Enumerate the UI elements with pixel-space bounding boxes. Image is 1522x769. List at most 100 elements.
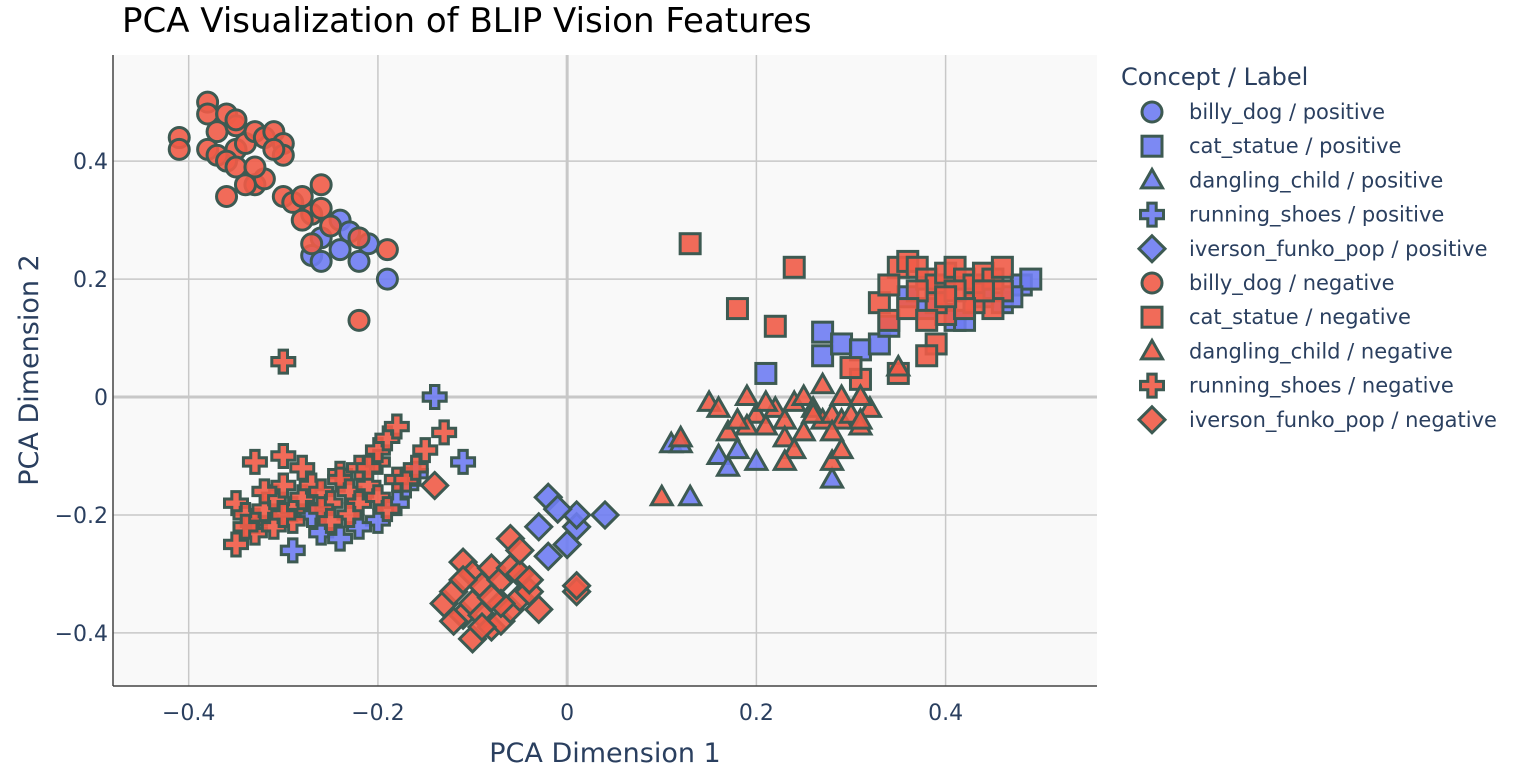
data-point bbox=[754, 361, 778, 385]
y-tick-label: 0.2 bbox=[73, 268, 108, 293]
data-point bbox=[270, 348, 297, 375]
data-point bbox=[450, 448, 477, 475]
x-tick-label: 0.4 bbox=[928, 701, 963, 726]
data-point bbox=[232, 513, 259, 540]
data-point bbox=[290, 185, 314, 209]
legend-entry-label: iverson_funko_pop / negative bbox=[1189, 408, 1497, 433]
data-point bbox=[233, 173, 257, 197]
data-point bbox=[847, 382, 874, 407]
x-tick-label: −0.2 bbox=[351, 701, 404, 726]
data-point bbox=[678, 232, 702, 256]
data-point bbox=[309, 249, 333, 273]
data-point bbox=[790, 418, 817, 442]
data-point bbox=[375, 238, 399, 262]
data-point bbox=[782, 255, 806, 279]
data-point bbox=[752, 412, 779, 436]
data-point bbox=[714, 453, 742, 477]
data-point bbox=[355, 454, 382, 481]
legend-entry-label: running_shoes / negative bbox=[1189, 374, 1454, 399]
data-point bbox=[743, 400, 770, 424]
data-point bbox=[375, 267, 399, 291]
data-point bbox=[523, 594, 554, 625]
data-point bbox=[347, 308, 371, 332]
plot-background bbox=[113, 55, 1097, 686]
data-point bbox=[542, 493, 573, 525]
y-tick-label: −0.2 bbox=[55, 504, 108, 529]
data-point bbox=[290, 208, 314, 232]
data-point bbox=[514, 564, 545, 595]
data-point bbox=[383, 413, 410, 440]
data-point bbox=[319, 214, 343, 238]
data-point bbox=[589, 499, 621, 531]
data-point bbox=[447, 564, 479, 595]
legend-marker bbox=[1140, 134, 1164, 158]
chart-title: PCA Visualization of BLIP Vision Feature… bbox=[122, 1, 812, 41]
data-point bbox=[243, 155, 267, 179]
data-point bbox=[328, 238, 352, 262]
data-point bbox=[953, 297, 977, 321]
data-point bbox=[915, 344, 939, 368]
legend-entry-label: cat_statue / positive bbox=[1189, 134, 1401, 159]
data-point bbox=[811, 320, 835, 344]
legend-marker bbox=[1136, 404, 1168, 435]
data-point bbox=[771, 424, 798, 448]
legend-entry-label: billy_dog / negative bbox=[1189, 271, 1395, 296]
axes bbox=[112, 55, 1097, 687]
data-point bbox=[819, 447, 846, 471]
data-point bbox=[300, 232, 324, 256]
data-point bbox=[781, 436, 808, 460]
data-point bbox=[724, 406, 751, 430]
y-tick-label: −0.4 bbox=[55, 622, 108, 647]
legend-entry-label: cat_statue / negative bbox=[1189, 305, 1411, 330]
data-points bbox=[167, 90, 1043, 654]
data-point bbox=[648, 483, 675, 507]
data-point bbox=[327, 525, 354, 552]
data-point bbox=[743, 447, 770, 471]
data-point bbox=[705, 394, 732, 418]
legend: Concept / Label billy_dog / positive cat_… bbox=[1121, 63, 1497, 435]
data-point bbox=[877, 308, 901, 332]
data-point bbox=[790, 382, 817, 407]
data-point bbox=[346, 490, 372, 517]
data-point bbox=[830, 332, 854, 356]
data-point bbox=[476, 582, 507, 613]
data-point bbox=[733, 382, 760, 407]
legend-entry-label: iverson_funko_pop / positive bbox=[1189, 237, 1488, 262]
x-axis-label: PCA Dimension 1 bbox=[489, 738, 720, 769]
legend-marker bbox=[1140, 100, 1164, 124]
data-point bbox=[828, 436, 855, 460]
legend-entry-label: billy_dog / positive bbox=[1189, 100, 1385, 125]
series-iverson-funko-pop-negative bbox=[419, 470, 592, 654]
series-cat-statue-negative bbox=[678, 232, 1014, 391]
data-point bbox=[819, 418, 846, 442]
data-point bbox=[1019, 267, 1043, 291]
data-point bbox=[466, 611, 498, 643]
legend-marker bbox=[1140, 305, 1164, 329]
series-iverson-funko-pop-positive bbox=[523, 482, 621, 572]
data-point bbox=[896, 297, 920, 321]
data-point bbox=[279, 537, 306, 564]
legend-entry-label: running_shoes / positive bbox=[1189, 203, 1444, 228]
x-tick-label: −0.4 bbox=[162, 701, 215, 726]
legend-marker bbox=[1136, 233, 1168, 264]
data-point bbox=[533, 541, 564, 572]
data-point bbox=[561, 570, 592, 601]
data-point bbox=[251, 478, 278, 505]
legend-entry-label: dangling_child / positive bbox=[1189, 168, 1443, 193]
data-point bbox=[438, 606, 469, 637]
data-point bbox=[421, 384, 448, 411]
data-point bbox=[241, 448, 268, 475]
data-point bbox=[990, 255, 1014, 279]
data-point bbox=[725, 297, 749, 321]
data-point bbox=[724, 436, 751, 460]
tick-labels: −0.4 −0.2 0 0.2 0.4 −0.4 −0.2 0 0.2 0.4 bbox=[55, 150, 964, 726]
series-dangling-child-negative bbox=[648, 353, 912, 507]
data-point bbox=[705, 441, 732, 466]
data-point bbox=[504, 535, 535, 566]
data-point bbox=[431, 419, 458, 446]
data-point bbox=[317, 507, 344, 534]
data-point bbox=[419, 470, 450, 501]
legend-marker bbox=[1138, 166, 1166, 190]
x-tick-label: 0.2 bbox=[739, 701, 774, 726]
